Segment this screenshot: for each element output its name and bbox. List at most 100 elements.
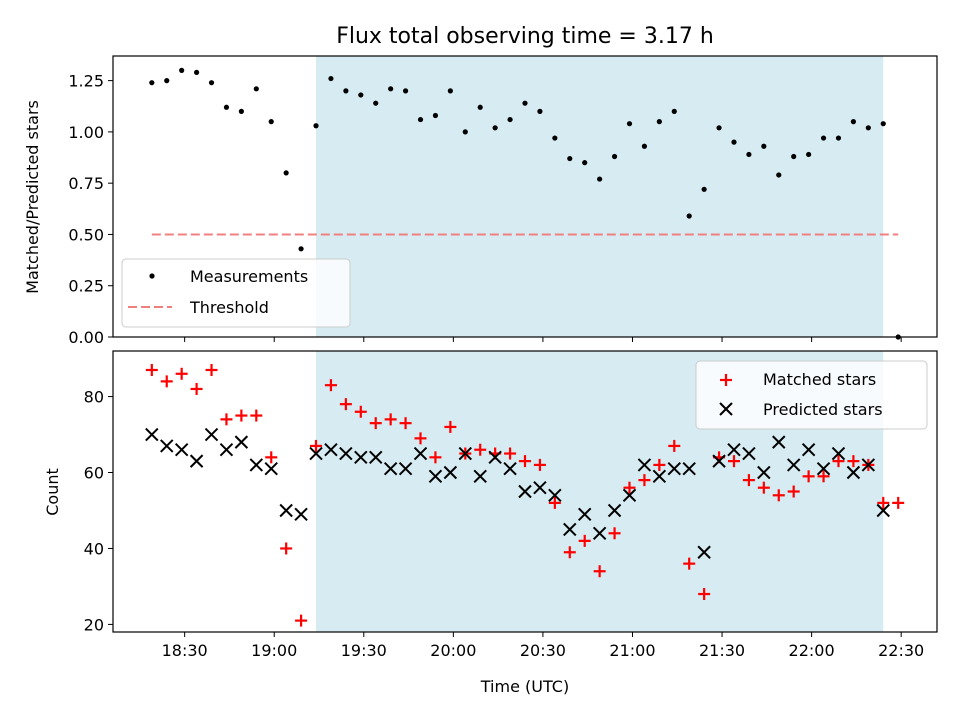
predicted-star-point bbox=[637, 458, 652, 472]
measurement-point bbox=[611, 153, 618, 160]
bottom-legend: Matched stars Predicted stars bbox=[695, 360, 928, 430]
measurement-point bbox=[313, 123, 319, 129]
top-panel: 0.00 0.25 0.50 0.75 1.00 1.25 Matched/Predict… bbox=[23, 55, 938, 347]
matched-star-point bbox=[608, 527, 621, 540]
measurement-point bbox=[731, 139, 737, 145]
measurement-point bbox=[835, 135, 842, 141]
matched-star-point bbox=[175, 367, 188, 380]
top-legend: Measurements Threshold bbox=[121, 258, 351, 328]
bot-xtick-label: 20:30 bbox=[520, 641, 566, 660]
matched-star-point bbox=[727, 455, 740, 468]
matched-star-point bbox=[847, 455, 860, 468]
matched-star-point bbox=[638, 474, 651, 487]
predicted-star-point bbox=[488, 450, 502, 465]
top-ytick-label: 0.50 bbox=[68, 225, 104, 244]
matched-star-point bbox=[399, 417, 412, 430]
measurement-point bbox=[791, 153, 797, 160]
predicted-star-point bbox=[548, 488, 562, 503]
measurement-point bbox=[806, 151, 812, 158]
matched-star-point bbox=[444, 420, 457, 433]
measurement-point bbox=[671, 108, 677, 114]
predicted-star-point bbox=[443, 465, 458, 480]
top-legend-box bbox=[121, 258, 351, 328]
bottom-panel: 20 40 60 80 18:30 19:00 19:30 20:00 20:30 21:00 2… bbox=[43, 350, 938, 696]
predicted-star-point bbox=[204, 427, 219, 442]
top-axes-frame bbox=[112, 55, 938, 338]
predicted-star-point bbox=[189, 454, 204, 468]
measurement-point bbox=[223, 104, 230, 110]
matched-star-point bbox=[295, 614, 308, 627]
predicted-star-point bbox=[398, 462, 413, 476]
measurement-point bbox=[701, 186, 707, 192]
predicted-star-point bbox=[264, 462, 278, 476]
predicted-star-point bbox=[413, 446, 428, 461]
matched-star-point bbox=[250, 409, 263, 422]
legend-matched-swatch bbox=[720, 374, 732, 386]
matched-star-point bbox=[145, 363, 158, 376]
predicted-star-point bbox=[712, 454, 726, 468]
matched-star-point bbox=[414, 432, 427, 445]
measurement-point bbox=[567, 155, 573, 162]
measurement-point bbox=[343, 88, 349, 94]
predicted-star-point bbox=[592, 526, 607, 540]
bot-xtick-label: 19:30 bbox=[341, 641, 387, 660]
matched-star-point bbox=[160, 375, 173, 388]
predicted-star-point bbox=[742, 446, 756, 461]
predicted-star-point bbox=[667, 462, 681, 476]
matched-star-point bbox=[817, 470, 830, 483]
measurement-point bbox=[328, 75, 334, 82]
measurement-point bbox=[507, 116, 513, 123]
predicted-star-point bbox=[249, 458, 264, 472]
predicted-star-point bbox=[518, 484, 532, 499]
bot-xtick-label: 22:00 bbox=[789, 641, 835, 660]
measurement-point bbox=[193, 69, 200, 76]
top-ytick-label: 1.25 bbox=[68, 72, 104, 91]
bot-ytick-label: 60 bbox=[84, 464, 104, 483]
bot-ytick-label: 80 bbox=[84, 388, 104, 407]
measurement-point bbox=[432, 112, 439, 119]
bot-xtick-label: 21:00 bbox=[609, 641, 655, 660]
matched-star-point bbox=[504, 447, 517, 460]
matched-star-point bbox=[548, 496, 561, 509]
predicted-star-point bbox=[219, 443, 234, 457]
measurement-point bbox=[388, 86, 394, 92]
predicted-star-point bbox=[816, 462, 831, 476]
matched-star-point bbox=[757, 481, 770, 494]
predicted-star-point bbox=[757, 465, 771, 480]
measurement-point bbox=[641, 143, 648, 149]
predicted-star-point bbox=[279, 503, 293, 518]
predicted-star-point bbox=[861, 458, 876, 472]
top-ylabel: Matched/Predicted stars bbox=[23, 100, 42, 294]
matched-star-point bbox=[220, 413, 233, 426]
measurement-point bbox=[283, 170, 289, 176]
predicted-star-point bbox=[473, 469, 487, 484]
measurement-point bbox=[552, 135, 558, 141]
measurement-point bbox=[761, 143, 767, 149]
matched-star-point bbox=[832, 455, 845, 468]
matched-star-point bbox=[653, 458, 666, 471]
predicted-star-point bbox=[354, 450, 368, 465]
measurement-point bbox=[149, 80, 155, 86]
predicted-star-point bbox=[727, 443, 741, 457]
legend-predicted-swatch bbox=[719, 402, 733, 416]
predicted-star-point bbox=[801, 443, 816, 457]
matched-star-point bbox=[280, 542, 293, 555]
predicted-star-point bbox=[533, 480, 547, 495]
matched-star-point bbox=[787, 485, 800, 498]
matched-star-point bbox=[369, 417, 382, 430]
predicted-star-point bbox=[234, 435, 249, 449]
bottom-ylabel: Count bbox=[43, 468, 62, 516]
predicted-star-point bbox=[772, 435, 786, 449]
matched-star-point bbox=[190, 382, 203, 395]
measurement-point bbox=[850, 119, 857, 125]
predicted-star-point bbox=[458, 446, 472, 461]
predicted-star-point bbox=[682, 462, 696, 476]
matched-star-point bbox=[429, 451, 442, 464]
predicted-star-point bbox=[607, 503, 622, 518]
measurement-point bbox=[417, 116, 424, 123]
bottom-axes-frame bbox=[112, 350, 938, 633]
measurement-point bbox=[462, 129, 468, 135]
bot-xtick-label: 20:00 bbox=[430, 641, 476, 660]
predicted-star-point bbox=[503, 462, 517, 476]
matched-star-point bbox=[802, 470, 815, 483]
